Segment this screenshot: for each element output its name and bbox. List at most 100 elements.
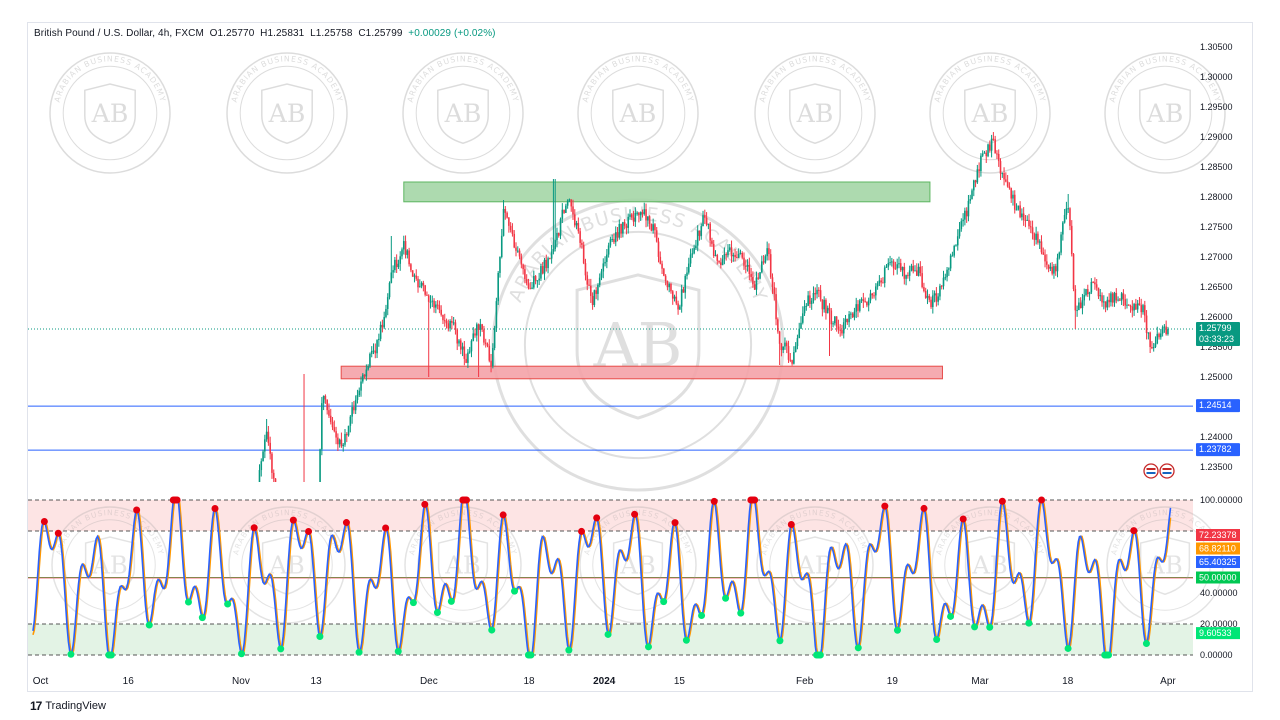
chart-header: British Pound / U.S. Dollar, 4h, FXCM O1…	[34, 28, 496, 39]
candle-body	[272, 472, 275, 479]
candle-body	[1140, 305, 1143, 313]
candle-body	[990, 138, 993, 151]
candle-body	[394, 259, 396, 271]
candle-body	[695, 245, 697, 249]
candle-body	[867, 300, 870, 306]
candle-body	[910, 265, 913, 271]
candle-body	[928, 295, 931, 300]
candle-body	[759, 272, 761, 279]
svg-text:AB: AB	[971, 99, 1009, 128]
candle-body	[1106, 299, 1109, 308]
price-tick-label: 1.30000	[1200, 72, 1233, 82]
candle-body	[454, 322, 457, 330]
candle-body	[443, 320, 446, 322]
oversold-marker	[682, 636, 690, 644]
candle-body	[1056, 257, 1059, 272]
overbought-marker	[787, 520, 795, 528]
candle-body	[728, 247, 731, 251]
candle-body	[451, 321, 453, 323]
oversold-marker	[986, 623, 994, 631]
candle-body	[1160, 333, 1162, 338]
candle-body	[1136, 303, 1139, 310]
candle-body	[388, 282, 391, 298]
candle-body	[422, 282, 425, 286]
candle-body	[452, 322, 455, 324]
ohlc-open: O1.25770	[209, 28, 255, 39]
overbought-marker	[499, 511, 507, 519]
oversold-marker	[722, 594, 730, 602]
candle-body	[613, 239, 615, 243]
candle-body	[264, 439, 266, 452]
candle-body	[1085, 289, 1087, 296]
osc-tick-label: 0.00000	[1200, 650, 1233, 660]
candle-body	[411, 270, 414, 277]
candle-body	[1110, 293, 1112, 303]
ohlc-change: +0.00029 (+0.02%)	[408, 28, 496, 39]
candle-body	[582, 244, 585, 264]
candle-body	[410, 264, 412, 271]
oversold-marker	[355, 648, 363, 656]
candle-body	[1149, 332, 1151, 348]
svg-text:ARABIAN BUSINESS ACADEMY: ARABIAN BUSINESS ACADEMY	[53, 54, 168, 103]
time-tick-label: 13	[311, 676, 323, 687]
candle-body	[752, 277, 754, 285]
svg-text:AB: AB	[619, 551, 656, 580]
candle-body	[858, 300, 861, 311]
candle-body	[796, 338, 799, 347]
candle-body	[1129, 305, 1132, 307]
candle-body	[939, 285, 941, 297]
candle-body	[883, 267, 886, 284]
candle-body	[1015, 209, 1018, 211]
candle-body	[1074, 288, 1077, 311]
candle-body	[1124, 299, 1126, 306]
candle-body	[1079, 302, 1082, 309]
time-tick-label: 18	[1062, 676, 1074, 687]
candle-body	[714, 255, 717, 257]
candle-body	[545, 259, 548, 269]
candle-body	[415, 275, 418, 279]
overbought-marker	[710, 497, 718, 505]
candle-body	[1049, 266, 1052, 269]
candle-body	[440, 309, 442, 315]
candle-body	[1111, 293, 1114, 303]
candle-body	[328, 410, 330, 416]
candle-body	[716, 255, 719, 261]
candle-body	[472, 333, 475, 341]
current-price-badge	[1196, 322, 1240, 347]
svg-text:AB: AB	[444, 99, 482, 128]
candle-body	[805, 305, 808, 307]
candle-body	[785, 342, 788, 347]
candle-body	[408, 250, 410, 265]
price-tick-label: 1.24000	[1200, 432, 1233, 442]
candle-body	[538, 278, 540, 281]
oversold-marker	[433, 609, 441, 617]
tradingview-brand[interactable]: 17 TradingView	[30, 699, 106, 713]
candle-body	[636, 212, 638, 214]
osc-value-badge-text: 50.00000	[1199, 573, 1237, 583]
price-tick-label: 1.29000	[1200, 132, 1233, 142]
candle-body	[687, 263, 690, 273]
candle-body	[720, 262, 722, 266]
candle-body	[458, 340, 460, 344]
candle-body	[329, 415, 332, 422]
candle-body	[497, 272, 499, 302]
candle-body	[1092, 281, 1094, 283]
candle-body	[686, 272, 688, 276]
candle-body	[869, 293, 872, 301]
candle-body	[1088, 292, 1091, 295]
candle-body	[436, 304, 439, 306]
candle-body	[851, 313, 854, 318]
svg-text:AB: AB	[619, 99, 657, 128]
oversold-marker	[1025, 619, 1033, 627]
time-tick-label: 2024	[593, 676, 616, 687]
candle-body	[875, 286, 877, 296]
oversold-marker	[198, 614, 206, 622]
candle-body	[417, 278, 419, 288]
candle-body	[372, 350, 375, 352]
candle-body	[1143, 305, 1146, 316]
candle-body	[657, 241, 660, 257]
candle-body	[561, 209, 564, 219]
candle-body	[267, 431, 270, 443]
